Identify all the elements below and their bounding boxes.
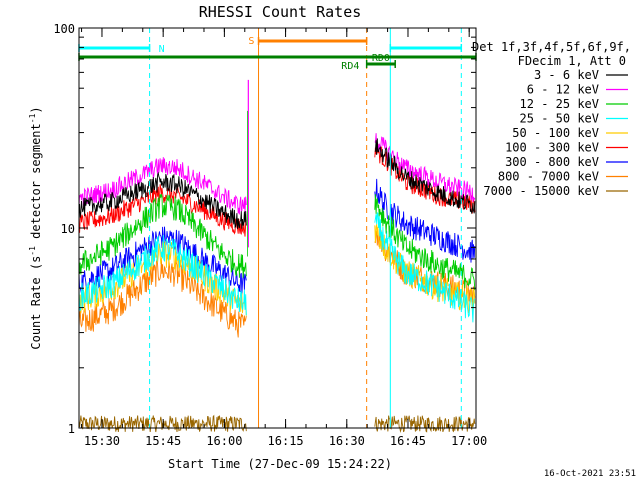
- legend-item: 3 - 6 keV: [534, 68, 628, 82]
- y-axis-label-mid: detector segment: [29, 123, 43, 246]
- x-tick-label: 15:45: [145, 434, 181, 448]
- y-axis-label-main: Count Rate (s: [29, 256, 43, 350]
- legend-label: 800 - 7000 keV: [498, 170, 599, 184]
- series-line-800-7000keV-pre: [78, 258, 247, 338]
- series-line-3-6keV-pre: [78, 171, 247, 229]
- series-line-25-50keV-pre: [78, 234, 247, 316]
- x-tick-label: 16:45: [390, 434, 426, 448]
- x-tick-label: 16:00: [206, 434, 242, 448]
- legend-label: 50 - 100 keV: [512, 126, 599, 140]
- legend-item: 800 - 7000 keV: [498, 170, 628, 184]
- legend-item: 300 - 800 keV: [505, 155, 628, 169]
- flag-label-rd4: RD4: [341, 61, 359, 72]
- plot-area: N S RD0 RD4: [78, 28, 477, 434]
- y-axis-label-sup1: -1: [28, 246, 37, 256]
- legend-item: 6 - 12 keV: [527, 83, 628, 97]
- legend-header-detectors: Det 1f,3f,4f,5f,6f,9f,: [472, 40, 631, 54]
- series-line-6-12keV-post: [374, 133, 476, 203]
- legend-item: 100 - 300 keV: [505, 141, 628, 155]
- legend-label: 7000 - 15000 keV: [483, 184, 599, 198]
- y-tick-label: 10: [61, 222, 75, 236]
- legend-label: 25 - 50 keV: [520, 112, 599, 126]
- legend-item: 25 - 50 keV: [520, 112, 628, 126]
- flag-label-s: S: [248, 36, 254, 47]
- x-tick-label: 17:00: [451, 434, 487, 448]
- y-axis-label-end: ): [29, 106, 43, 113]
- chart-title: RHESSI Count Rates: [199, 3, 362, 21]
- series-line-300-800keV-post: [374, 178, 476, 263]
- legend-item: 50 - 100 keV: [512, 126, 628, 140]
- series-line-25-50keV-post: [374, 211, 475, 323]
- series-line-100-300keV-pre: [78, 184, 247, 237]
- legend: Det 1f,3f,4f,5f,6f,9f, FDecim 1, Att 0 3…: [472, 40, 631, 198]
- legend-item: 12 - 25 keV: [520, 97, 628, 111]
- series-line-12-25keV-post: [374, 194, 476, 291]
- x-axis-label: Start Time (27-Dec-09 15:24:22): [168, 457, 392, 471]
- series-line-7000-15000keV-pre: [78, 414, 247, 433]
- footer-timestamp: 16-Oct-2021 23:51: [544, 469, 636, 479]
- x-tick-label: 15:30: [84, 434, 120, 448]
- y-axis-label: Count Rate (s-1 detector segment-1): [28, 106, 43, 349]
- series-line-3-6keV-post: [374, 138, 476, 215]
- axes: 15:30 15:45 16:00 16:15 16:30 16:45 17:00 1 10 10…: [53, 22, 487, 448]
- legend-label: 6 - 12 keV: [527, 83, 599, 97]
- series-line-300-800keV-pre: [78, 226, 247, 295]
- series-line-7000-15000keV-post: [374, 415, 476, 434]
- series-line-6-12keV-pre: [78, 157, 247, 215]
- y-axis-label-sup2: -1: [28, 113, 37, 123]
- x-tick-label: 16:15: [268, 434, 304, 448]
- legend-label: 12 - 25 keV: [520, 97, 599, 111]
- series-line-12-25keV-pre: [78, 194, 247, 278]
- legend-label: 300 - 800 keV: [505, 155, 599, 169]
- legend-label: 3 - 6 keV: [534, 68, 599, 82]
- y-tick-label: 100: [53, 22, 75, 36]
- flag-label-rd0: RD0: [372, 53, 390, 64]
- legend-item: 7000 - 15000 keV: [483, 184, 628, 198]
- y-tick-label: 1: [68, 422, 75, 436]
- series-line-50-100keV-post: [374, 224, 476, 314]
- flag-label-n: N: [159, 44, 165, 55]
- x-tick-label: 16:30: [329, 434, 365, 448]
- legend-label: 100 - 300 keV: [505, 141, 599, 155]
- legend-header-decim: FDecim 1, Att 0: [518, 54, 626, 68]
